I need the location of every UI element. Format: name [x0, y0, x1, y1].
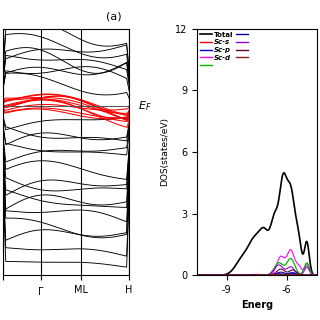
- Legend: Total, Sc-s, Sc-p, Sc-d,  ,  ,  ,  ,  : Total, Sc-s, Sc-p, Sc-d, , , , ,: [199, 31, 253, 69]
- Text: (a): (a): [106, 12, 122, 21]
- Text: $E_F$: $E_F$: [138, 99, 151, 113]
- Y-axis label: DOS(states/eV): DOS(states/eV): [160, 117, 169, 187]
- X-axis label: Energ: Energ: [241, 300, 273, 310]
